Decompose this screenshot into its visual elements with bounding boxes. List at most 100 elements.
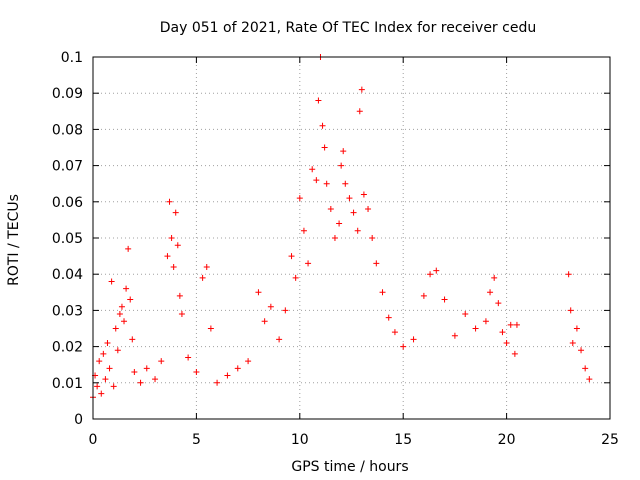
data-point	[255, 289, 262, 296]
data-point	[193, 368, 200, 375]
data-point	[503, 339, 510, 346]
data-point	[410, 336, 417, 343]
y-tick-label: 0.04	[52, 267, 83, 283]
data-point	[491, 274, 498, 281]
data-point	[513, 321, 520, 328]
data-point	[143, 365, 150, 372]
x-tick-label: 15	[394, 432, 412, 448]
data-point	[131, 368, 138, 375]
data-point	[336, 220, 343, 227]
data-point	[100, 350, 107, 357]
data-point	[313, 177, 320, 184]
data-point	[385, 314, 392, 321]
x-tick-label: 25	[601, 432, 619, 448]
data-point	[573, 325, 580, 332]
data-point	[152, 376, 159, 383]
data-point	[369, 235, 376, 241]
data-point	[495, 300, 502, 307]
data-point	[170, 263, 177, 270]
data-point	[245, 358, 252, 365]
data-point	[102, 376, 109, 383]
data-point	[214, 379, 221, 386]
data-point	[106, 365, 113, 372]
x-tick-label: 10	[291, 432, 309, 448]
data-point	[338, 162, 345, 169]
data-point	[511, 350, 518, 357]
data-point	[499, 329, 506, 336]
data-point	[108, 278, 115, 285]
data-point	[282, 307, 289, 314]
data-point	[427, 271, 434, 278]
chart-title: Day 051 of 2021, Rate Of TEC Index for r…	[160, 20, 536, 36]
data-point	[292, 274, 299, 281]
data-point	[96, 358, 103, 365]
y-tick-label: 0.1	[61, 50, 83, 66]
data-point	[342, 180, 349, 187]
data-point	[158, 358, 165, 365]
data-point	[185, 354, 192, 361]
data-point	[482, 318, 489, 325]
y-tick-label: 0.07	[52, 159, 83, 175]
data-point	[354, 227, 361, 234]
data-point	[340, 148, 347, 155]
data-point	[309, 166, 316, 173]
tick-labels: 0 5 10 15 20 25 0 0.01 0.02 0.03 0.04 0.05 0.06 0.07 0…	[52, 50, 619, 448]
data-point	[586, 376, 593, 383]
data-point	[121, 318, 128, 325]
y-tick-label: 0.09	[52, 86, 83, 102]
y-axis-label: ROTI / TECUs	[6, 194, 22, 286]
data-point	[224, 372, 231, 379]
data-point	[137, 379, 144, 386]
data-point	[327, 206, 334, 213]
data-point	[125, 245, 132, 252]
data-point	[565, 271, 572, 278]
data-point	[346, 195, 353, 202]
data-point	[110, 383, 117, 390]
grid-layer	[93, 57, 610, 419]
data-point	[123, 285, 130, 292]
data-point	[373, 260, 380, 267]
data-point	[441, 296, 448, 303]
data-point	[420, 292, 427, 299]
data-point	[315, 97, 322, 104]
data-point	[451, 332, 458, 339]
data-point	[331, 235, 338, 241]
data-point	[261, 318, 268, 325]
data-point	[360, 191, 367, 198]
data-point	[234, 365, 241, 372]
data-point	[305, 260, 312, 267]
data-point	[567, 307, 574, 314]
data-point	[569, 339, 576, 346]
data-point	[319, 122, 326, 129]
data-point	[400, 343, 407, 350]
axis-ticks	[92, 56, 611, 420]
data-point	[358, 86, 365, 93]
x-axis-label: GPS time / hours	[291, 459, 408, 475]
data-point	[178, 311, 185, 318]
data-point	[176, 292, 183, 299]
data-point	[118, 303, 125, 310]
data-point	[288, 253, 295, 260]
data-point	[578, 347, 585, 354]
data-point	[350, 209, 357, 216]
data-point	[164, 253, 171, 260]
data-point	[203, 263, 210, 270]
data-point	[276, 336, 283, 343]
data-point	[356, 108, 363, 115]
data-point	[98, 390, 105, 397]
data-point	[321, 144, 328, 151]
data-point	[379, 289, 386, 296]
data-point	[168, 235, 175, 241]
data-point	[207, 325, 214, 332]
data-point	[323, 180, 330, 187]
data-point	[172, 209, 179, 216]
data-point	[174, 242, 181, 249]
data-point	[116, 311, 123, 318]
y-tick-label: 0.03	[52, 303, 83, 319]
data-points	[90, 54, 593, 401]
y-tick-label: 0.01	[52, 376, 83, 392]
data-point	[433, 267, 440, 274]
data-point	[199, 274, 206, 281]
y-tick-label: 0.05	[52, 231, 83, 247]
